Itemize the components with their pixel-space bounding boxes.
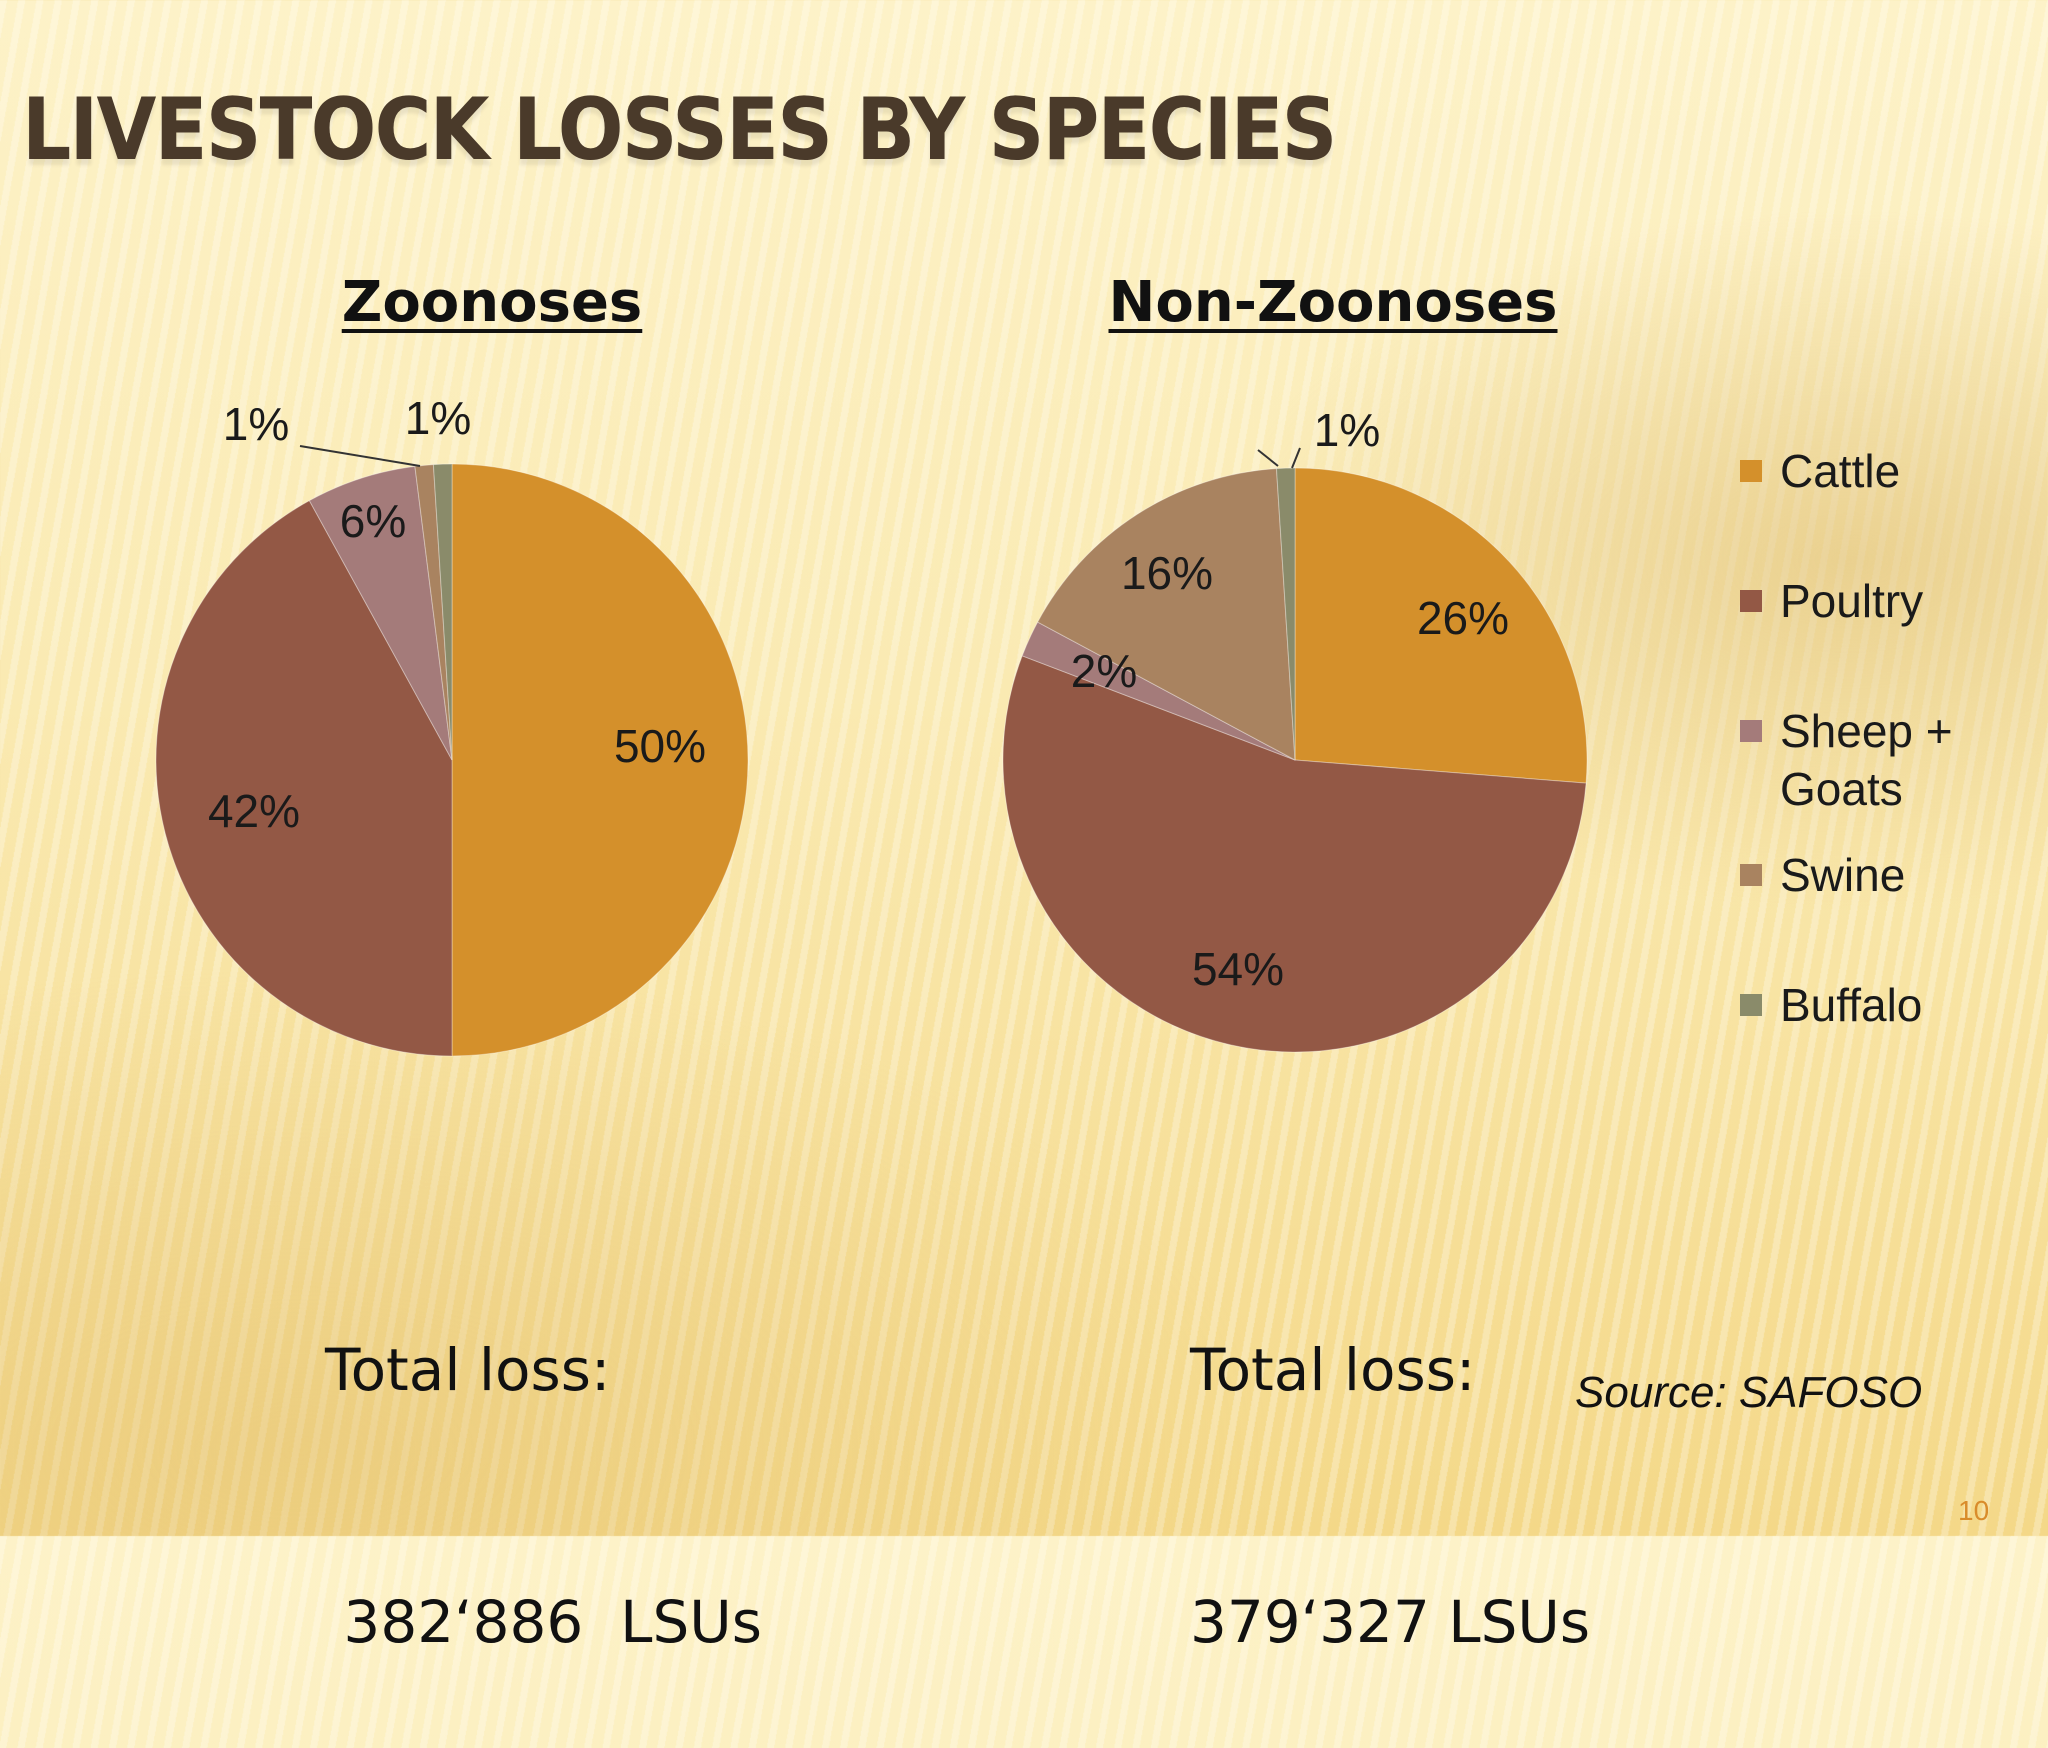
data-label-zoonoses-cattle: 50% xyxy=(614,720,706,772)
total-loss-value: 382‘886 LSUs xyxy=(325,1588,762,1656)
leader-line xyxy=(1291,447,1301,469)
legend-swatch-poultry xyxy=(1740,590,1762,612)
total-loss-zoonoses: Total loss: 382‘886 LSUs xyxy=(325,1160,762,1748)
pie-charts: 50% 42% 6% 1% 1% 26% 54% 2% 16% 1% xyxy=(155,392,1588,1057)
data-label-zoonoses-sheep-goats: 6% xyxy=(340,495,406,547)
page-number: 10 xyxy=(1958,1495,1990,1526)
data-label-non-zoonoses-swine: 16% xyxy=(1121,547,1213,599)
pie-slice-zoonoses-swine xyxy=(414,464,453,761)
legend-label-swine: Swine xyxy=(1780,849,1906,901)
data-label-non-zoonoses-cattle: 26% xyxy=(1417,592,1509,644)
legend-swatch-cattle xyxy=(1740,460,1762,482)
total-loss-label: Total loss: xyxy=(1190,1336,1476,1404)
leader-line xyxy=(1257,449,1279,467)
total-loss-non-zoonoses: Total loss: 379‘327 LSUs xyxy=(1190,1160,1590,1748)
legend-label-buffalo: Buffalo xyxy=(1780,979,1923,1031)
legend-swatch-sheep-goats xyxy=(1740,720,1762,742)
pie-slice-non-zoonoses-cattle xyxy=(1294,467,1588,784)
pie-slice-zoonoses-sheep-goats xyxy=(308,465,453,761)
slide-title: LIVESTOCK LOSSES BY SPECIES xyxy=(22,80,1337,180)
pie-slice-non-zoonoses-buffalo xyxy=(1275,467,1296,761)
data-label-non-zoonoses-poultry: 54% xyxy=(1192,943,1284,995)
data-label-non-zoonoses-sheep-goats: 2% xyxy=(1071,645,1137,697)
data-label-zoonoses-buffalo: 1% xyxy=(405,392,471,444)
pie-slice-zoonoses-poultry xyxy=(155,499,453,1057)
data-label-zoonoses-swine: 1% xyxy=(223,398,289,450)
total-loss-label: Total loss: xyxy=(325,1336,611,1404)
pie-slice-non-zoonoses-poultry xyxy=(1002,655,1587,1053)
chart-title-zoonoses: Zoonoses xyxy=(341,270,643,335)
leader-line xyxy=(299,445,421,467)
source-note: Source: SAFOSO xyxy=(1575,1368,1923,1417)
data-label-zoonoses-poultry: 42% xyxy=(208,785,300,837)
pie-slice-non-zoonoses-sheep-goats xyxy=(1021,621,1296,761)
pie-slice-zoonoses-buffalo xyxy=(432,463,453,761)
legend-swatch-swine xyxy=(1740,864,1762,886)
pie-slice-zoonoses-cattle xyxy=(451,463,749,1057)
legend-swatch-buffalo xyxy=(1740,994,1762,1016)
pie-slice-non-zoonoses-swine xyxy=(1036,468,1296,761)
legend-label-sheep-goats: Sheep + Goats xyxy=(1780,705,1953,815)
total-loss-value: 379‘327 LSUs xyxy=(1190,1588,1591,1656)
legend-label-cattle: Cattle xyxy=(1780,445,1901,497)
chart-title-non-zoonoses: Non-Zoonoses xyxy=(1108,270,1558,335)
legend-label-poultry: Poultry xyxy=(1780,575,1924,627)
data-label-non-zoonoses-buffalo: 1% xyxy=(1314,404,1380,456)
